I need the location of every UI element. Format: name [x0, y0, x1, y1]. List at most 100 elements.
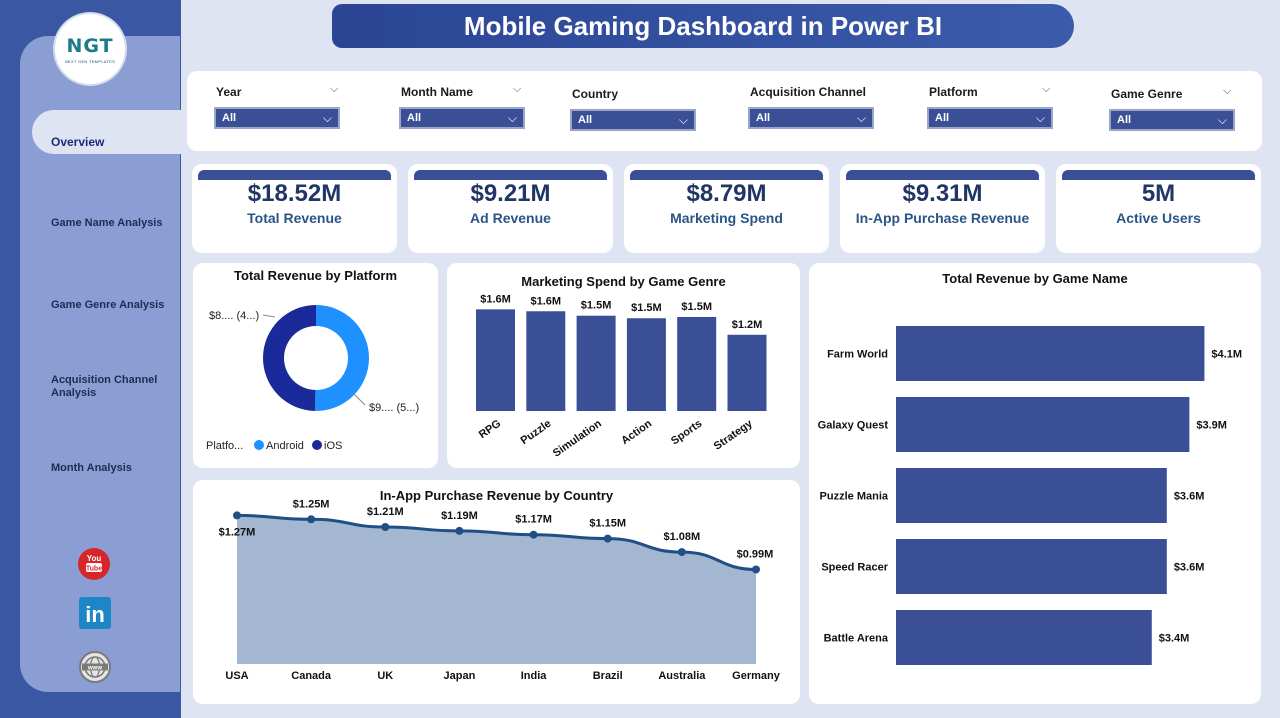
point-data-label: $1.25M	[293, 498, 330, 510]
point-data-label: $1.27M	[219, 526, 256, 538]
logo: NGT NEXT GEN TEMPLATES	[55, 14, 125, 84]
filter-country: Country	[572, 87, 618, 101]
hbar-galaxy-quest	[896, 397, 1190, 452]
y-tick-label: Speed Racer	[821, 562, 888, 574]
filter-panel	[187, 71, 1262, 151]
hbar-data-label: $3.6M	[1174, 491, 1205, 503]
data-point	[233, 511, 241, 520]
bar-data-label: $1.2M	[732, 319, 763, 331]
chevron-down-icon: ⌵	[1035, 110, 1045, 125]
sidebar-item-game-genre-analysis[interactable]: Game Genre Analysis	[51, 299, 165, 311]
filter-label: Acquisition Channel	[750, 85, 867, 99]
hbar-data-label: $4.1M	[1211, 349, 1242, 361]
donut-slice-android	[315, 305, 370, 411]
x-tick-label: Brazil	[593, 670, 623, 682]
horizontal-bar-chart: Farm World $4.1M Galaxy Quest $3.9M Puzzle M…	[818, 326, 1242, 665]
hbar-speed-racer	[896, 539, 1167, 594]
sidebar-item-acquisition-channel-analysis[interactable]: Acquisition Channel Analysis	[51, 374, 158, 399]
sidebar-item-month-analysis[interactable]: Month Analysis	[51, 462, 132, 474]
filter-label: Platform	[929, 85, 978, 99]
kpi-strip	[198, 170, 391, 180]
hbar-puzzle-mania	[896, 468, 1167, 523]
kpi-marketing-spend: $8.79M Marketing Spend	[624, 164, 829, 253]
chart-title: Marketing Spend by Game Genre	[521, 274, 726, 289]
filter-game-genre: Game Genre	[1111, 87, 1182, 101]
logo-text: NGT	[66, 34, 114, 57]
month-dropdown[interactable]: All ⌵	[399, 107, 525, 129]
kpi-in-app-purchase-revenue: $9.31M In-App Purchase Revenue	[840, 164, 1045, 253]
hbar-data-label: $3.9M	[1196, 420, 1227, 432]
sidebar-item-overview[interactable]: Overview	[51, 135, 105, 149]
legend-label-android: Android	[266, 440, 304, 452]
linkedin-icon[interactable]: in	[79, 597, 111, 629]
kpi-value: $9.31M	[902, 180, 983, 207]
bar-strategy	[727, 334, 767, 411]
chevron-down-icon: ⌵	[856, 110, 866, 125]
hbar-farm-world	[896, 326, 1205, 381]
chevron-down-icon: ⌵	[322, 110, 332, 125]
svg-text:www: www	[87, 666, 102, 672]
data-point	[455, 526, 464, 535]
bar-chart: $1.6M RPG $1.6M Puzzle $1.5M Simulation $1.5M A…	[476, 293, 767, 460]
card-revenue-by-platform: Total Revenue by Platform $9.... (5...) $…	[193, 263, 438, 468]
y-tick-label: Battle Arena	[824, 633, 889, 645]
filter-label: Country	[572, 87, 618, 101]
card-iap-revenue-by-country: In-App Purchase Revenue by Country $1.27…	[193, 480, 800, 704]
bar-puzzle	[526, 311, 566, 411]
chevron-down-icon[interactable]: ⌵	[1223, 85, 1232, 97]
hbar-data-label: $3.6M	[1174, 562, 1205, 574]
x-tick-label: Germany	[732, 670, 781, 682]
point-data-label: $1.19M	[441, 510, 478, 522]
filter-label: Year	[216, 85, 242, 99]
donut-slice-ios	[263, 305, 316, 411]
kpi-value: $9.21M	[470, 180, 551, 207]
y-tick-label: Galaxy Quest	[818, 420, 889, 432]
card-revenue-by-game: Total Revenue by Game Name Farm World $4.…	[809, 263, 1261, 704]
year-dropdown[interactable]: All ⌵	[214, 107, 340, 129]
country-dropdown[interactable]: All ⌵	[570, 109, 696, 131]
x-tick-label: Australia	[658, 670, 706, 682]
kpi-label: Ad Revenue	[470, 210, 551, 226]
kpi-label: In-App Purchase Revenue	[855, 210, 1030, 226]
x-tick-label: Simulation	[551, 417, 604, 459]
x-tick-label: Puzzle	[519, 418, 554, 447]
chevron-down-icon[interactable]: ⌵	[330, 83, 339, 95]
x-tick-label: Strategy	[712, 417, 756, 453]
bar-rpg	[476, 309, 515, 411]
chevron-down-icon[interactable]: ⌵	[1042, 83, 1051, 95]
bar-data-label: $1.6M	[531, 295, 562, 307]
hbar-battle-arena	[896, 610, 1152, 665]
filter-acquisition-channel: Acquisition Channel	[750, 85, 866, 99]
sidebar-item-game-name-analysis[interactable]: Game Name Analysis	[51, 217, 163, 229]
y-tick-label: Farm World	[827, 349, 888, 361]
bar-simulation	[576, 315, 616, 411]
point-data-label: $1.15M	[589, 518, 626, 530]
page-title: Mobile Gaming Dashboard in Power BI	[463, 10, 943, 41]
chart-title: In-App Purchase Revenue by Country	[379, 488, 614, 503]
data-point	[603, 534, 612, 543]
point-data-label: $1.17M	[515, 514, 552, 526]
kpi-value: $18.52M	[247, 180, 342, 207]
dropdown-value: All	[578, 114, 593, 126]
kpi-strip	[630, 170, 823, 180]
youtube-icon[interactable]: You Tube	[78, 548, 110, 580]
leader-line	[262, 314, 276, 318]
data-point	[381, 523, 390, 532]
kpi-strip	[1062, 170, 1255, 180]
x-tick-label: Sports	[669, 418, 704, 448]
kpi-label: Marketing Spend	[670, 210, 783, 226]
filter-month: Month Name	[401, 85, 473, 99]
chevron-down-icon[interactable]: ⌵	[513, 83, 522, 95]
x-tick-label: USA	[225, 670, 248, 682]
acquisition-channel-dropdown[interactable]: All ⌵	[748, 107, 874, 129]
platform-dropdown[interactable]: All ⌵	[927, 107, 1053, 129]
chevron-down-icon: ⌵	[507, 110, 517, 125]
page-title-bar: Mobile Gaming Dashboard in Power BI	[332, 4, 1074, 48]
svg-text:in: in	[85, 602, 105, 627]
kpi-ad-revenue: $9.21M Ad Revenue	[408, 164, 613, 253]
nav-active-highlight	[32, 110, 181, 154]
website-icon[interactable]: www	[79, 651, 111, 683]
kpi-strip	[846, 170, 1039, 180]
hbar-data-label: $3.4M	[1159, 633, 1190, 645]
game-genre-dropdown[interactable]: All ⌵	[1109, 109, 1235, 131]
